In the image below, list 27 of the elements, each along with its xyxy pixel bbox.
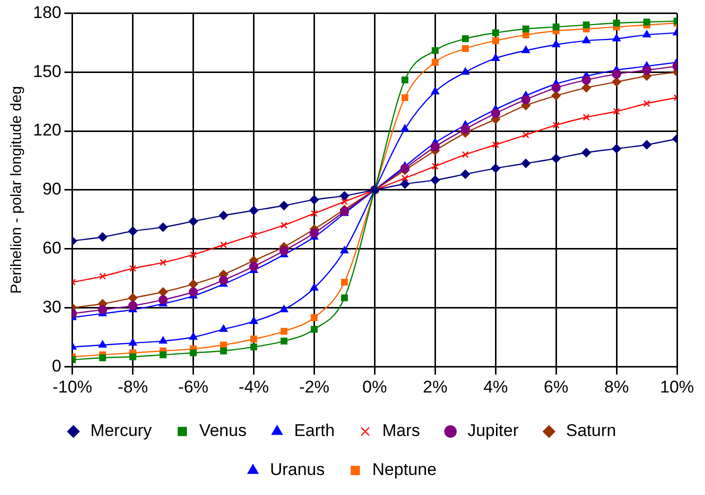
y-tick-label: 180 bbox=[32, 2, 62, 22]
y-tick-label: 90 bbox=[42, 180, 62, 199]
x-tick-label: 0% bbox=[362, 377, 387, 396]
legend-label: Jupiter bbox=[467, 421, 519, 440]
legend-label: Uranus bbox=[270, 460, 325, 480]
y-tick-label: 60 bbox=[42, 238, 62, 258]
x-tick-label: -10% bbox=[52, 377, 92, 396]
x-tick-label: 10% bbox=[660, 377, 694, 396]
x-tick-label: -2% bbox=[299, 377, 330, 396]
y-tick-label: 0 bbox=[52, 356, 62, 376]
legend-label: Earth bbox=[294, 421, 335, 440]
y-axis-title: Perihelion - polar longitude deg bbox=[8, 86, 26, 294]
x-tick-label: 4% bbox=[483, 377, 508, 396]
x-tick-label: -6% bbox=[178, 377, 208, 396]
x-tick-label: 6% bbox=[544, 377, 568, 396]
y-tick-label: 30 bbox=[42, 297, 62, 316]
legend-label: Mars bbox=[382, 421, 420, 440]
legend-label: Venus bbox=[199, 421, 247, 440]
x-tick-label: 2% bbox=[422, 377, 448, 396]
x-tick-label: -8% bbox=[118, 377, 148, 396]
legend-label: Mercury bbox=[90, 421, 152, 440]
legend-label: Neptune bbox=[372, 460, 437, 480]
x-tick-label: 8% bbox=[604, 377, 629, 396]
legend-label: Saturn bbox=[566, 421, 616, 440]
y-tick-label: 150 bbox=[32, 62, 62, 81]
x-tick-label: -4% bbox=[238, 377, 269, 396]
y-tick-label: 120 bbox=[32, 120, 62, 140]
